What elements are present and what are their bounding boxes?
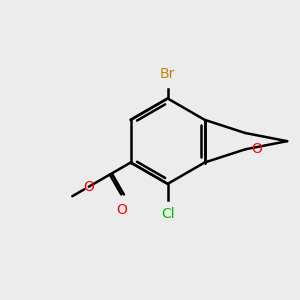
Text: Br: Br [160,67,176,81]
Text: O: O [116,203,127,217]
Text: Cl: Cl [161,206,175,220]
Text: O: O [252,142,262,156]
Text: O: O [83,180,94,194]
